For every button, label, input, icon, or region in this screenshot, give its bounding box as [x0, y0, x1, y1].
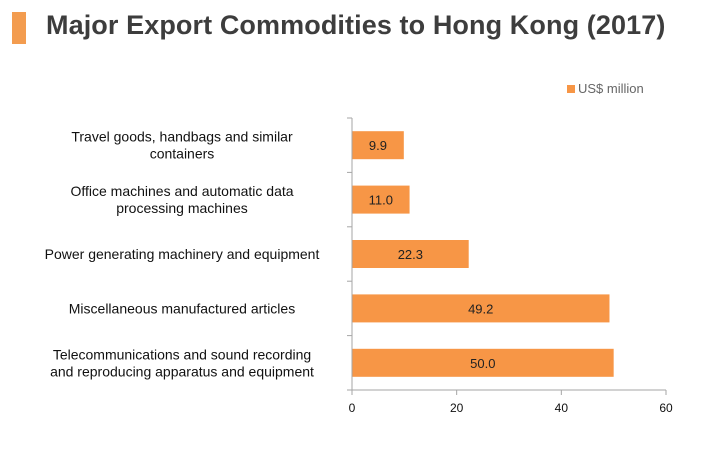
category-label-line: and reproducing apparatus and equipment	[50, 363, 314, 379]
category-label: Travel goods, handbags and similar contai…	[71, 129, 293, 162]
x-tick-label: 60	[659, 401, 673, 415]
data-label: 22.3	[398, 247, 423, 262]
page-title: Major Export Commodities to Hong Kong (2…	[46, 10, 666, 40]
legend-label: US$ million	[578, 81, 644, 96]
chart-legend: US$ million	[567, 81, 644, 96]
category-label-line: processing machines	[116, 200, 248, 216]
category-label-line: Miscellaneous manufactured articles	[69, 300, 295, 316]
data-label: 50.0	[470, 356, 495, 371]
bar	[352, 240, 469, 268]
title-accent-bar	[12, 12, 26, 44]
category-label: Miscellaneous manufactured articles	[69, 300, 295, 316]
data-label: 49.2	[468, 301, 493, 316]
category-label-line: containers	[150, 146, 215, 162]
legend-swatch	[567, 84, 575, 93]
x-tick-label: 0	[349, 401, 356, 415]
bar	[352, 294, 610, 323]
x-tick-label: 20	[450, 401, 464, 415]
category-label-line: Telecommunications and sound recording	[53, 346, 311, 362]
data-label: 11.0	[369, 193, 393, 208]
x-tick-label: 40	[555, 401, 569, 415]
category-label-line: Travel goods, handbags and similar	[71, 129, 293, 145]
category-label: Power generating machinery and equipment	[45, 246, 320, 262]
category-label-line: Power generating machinery and equipment	[45, 246, 320, 262]
category-label: Office machines and automatic data proces…	[70, 183, 293, 216]
bar	[352, 185, 410, 214]
bar	[352, 348, 614, 377]
category-label: Telecommunications and sound recording an…	[50, 346, 314, 379]
bar	[352, 131, 404, 160]
data-label: 9.9	[369, 138, 387, 153]
category-label-line: Office machines and automatic data	[70, 183, 293, 199]
